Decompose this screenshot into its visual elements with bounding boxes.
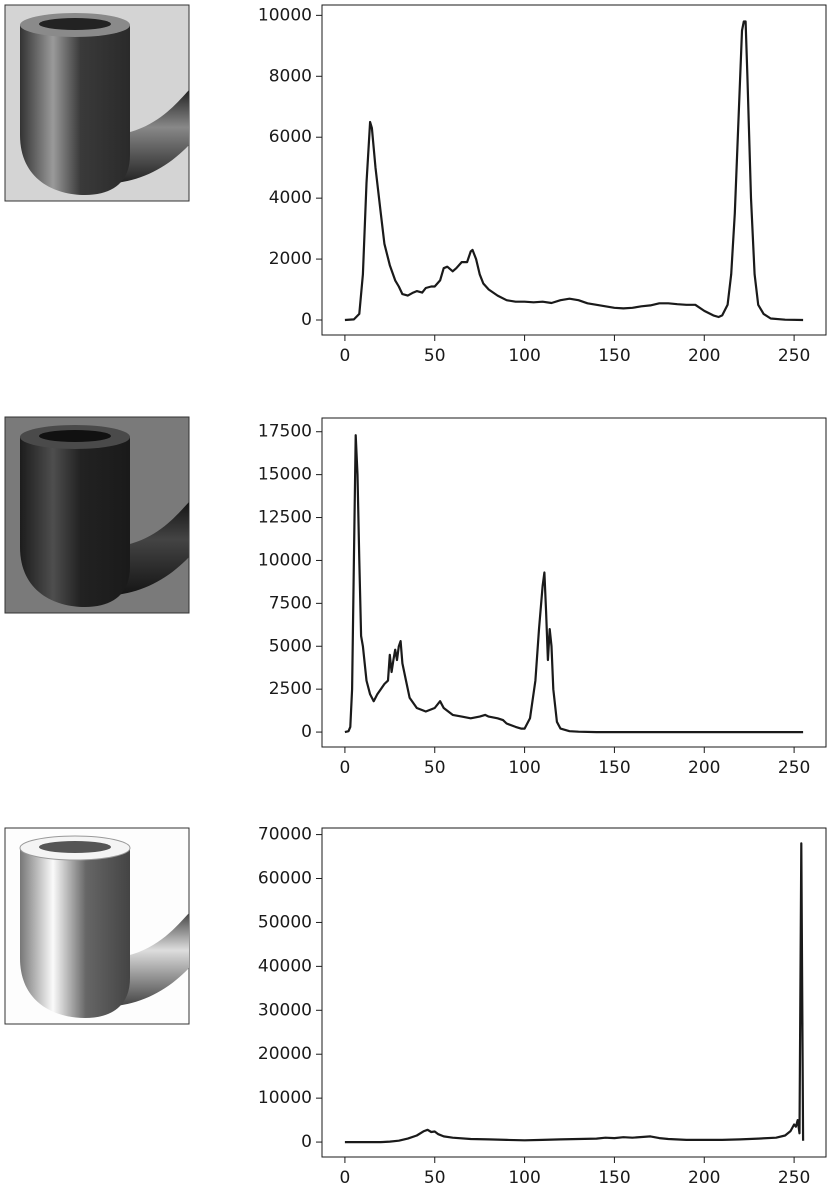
y-tick-label: 50000 [258,912,312,932]
pipe-image-dark [4,416,190,614]
x-tick-label: 0 [339,346,350,366]
x-tick-label: 150 [598,758,630,778]
y-tick-label: 7500 [269,593,312,613]
y-tick-label: 4000 [269,188,312,208]
x-tick-label: 150 [598,346,630,366]
x-tick-label: 250 [778,346,810,366]
x-tick-label: 50 [424,346,446,366]
y-tick-label: 0 [301,310,312,330]
x-tick-label: 50 [424,1168,446,1188]
x-tick-label: 0 [339,1168,350,1188]
x-tick-label: 150 [598,1168,630,1188]
y-tick-label: 60000 [258,869,312,889]
y-tick-label: 15000 [258,465,312,485]
y-tick-label: 20000 [258,1044,312,1064]
y-tick-label: 30000 [258,1000,312,1020]
y-tick-label: 6000 [269,127,312,147]
y-tick-label: 70000 [258,825,312,845]
x-tick-label: 0 [339,758,350,778]
axes-frame [321,4,827,336]
y-tick-label: 8000 [269,66,312,86]
y-tick-label: 0 [301,1132,312,1152]
x-tick-label: 250 [778,1168,810,1188]
y-tick-label: 17500 [258,422,312,442]
histogram-line [344,434,804,734]
y-tick-label: 10000 [258,550,312,570]
histogram-line [344,20,804,322]
x-tick-label: 200 [688,758,720,778]
pipe-image [4,4,190,202]
y-tick-label: 40000 [258,956,312,976]
y-tick-label: 12500 [258,508,312,528]
axes-frame [321,827,827,1158]
x-tick-label: 100 [508,346,540,366]
x-tick-label: 50 [424,758,446,778]
x-tick-label: 250 [778,758,810,778]
y-tick-label: 2000 [269,249,312,269]
x-tick-label: 100 [508,758,540,778]
y-tick-label: 2500 [269,679,312,699]
pipe-image-light [4,827,190,1025]
y-tick-label: 10000 [258,5,312,25]
y-tick-label: 0 [301,722,312,742]
x-tick-label: 200 [688,346,720,366]
y-tick-label: 5000 [269,636,312,656]
histogram-line [344,842,805,1144]
x-tick-label: 100 [508,1168,540,1188]
x-tick-label: 200 [688,1168,720,1188]
axes-frame [321,417,827,748]
y-tick-label: 10000 [258,1088,312,1108]
